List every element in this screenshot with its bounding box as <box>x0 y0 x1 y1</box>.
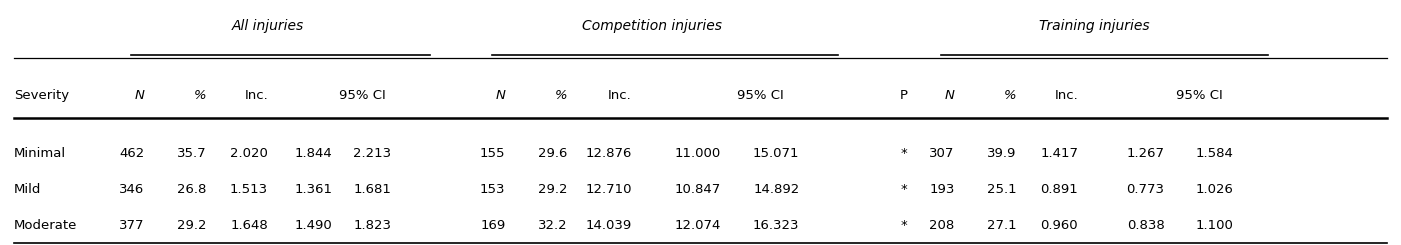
Text: 10.847: 10.847 <box>675 183 722 196</box>
Text: 169: 169 <box>481 219 506 232</box>
Text: N: N <box>134 89 144 102</box>
Text: 193: 193 <box>929 183 954 196</box>
Text: 12.876: 12.876 <box>586 147 632 159</box>
Text: 1.823: 1.823 <box>353 219 392 232</box>
Text: Inc.: Inc. <box>244 89 268 102</box>
Text: Severity: Severity <box>14 89 69 102</box>
Text: 1.648: 1.648 <box>230 219 268 232</box>
Text: Inc.: Inc. <box>608 89 632 102</box>
Text: 0.838: 0.838 <box>1126 219 1164 232</box>
Text: 35.7: 35.7 <box>177 147 206 159</box>
Text: Minimal: Minimal <box>14 147 66 159</box>
Text: 0.960: 0.960 <box>1041 219 1079 232</box>
Text: 346: 346 <box>119 183 144 196</box>
Text: 1.361: 1.361 <box>294 183 332 196</box>
Text: *: * <box>901 147 906 159</box>
Text: 29.2: 29.2 <box>538 183 567 196</box>
Text: Inc.: Inc. <box>1055 89 1079 102</box>
Text: %: % <box>555 89 567 102</box>
Text: 16.323: 16.323 <box>752 219 800 232</box>
Text: *: * <box>901 183 906 196</box>
Text: 155: 155 <box>481 147 506 159</box>
Text: 153: 153 <box>481 183 506 196</box>
Text: 95% CI: 95% CI <box>1175 89 1222 102</box>
Text: 95% CI: 95% CI <box>339 89 385 102</box>
Text: Mild: Mild <box>14 183 42 196</box>
Text: Competition injuries: Competition injuries <box>583 19 723 33</box>
Text: 15.071: 15.071 <box>752 147 800 159</box>
Text: %: % <box>193 89 206 102</box>
Text: 2.213: 2.213 <box>353 147 392 159</box>
Text: *: * <box>901 219 906 232</box>
Text: 1.490: 1.490 <box>294 219 332 232</box>
Text: Moderate: Moderate <box>14 219 77 232</box>
Text: P: P <box>899 89 908 102</box>
Text: All injuries: All injuries <box>233 19 304 33</box>
Text: 307: 307 <box>929 147 954 159</box>
Text: 29.6: 29.6 <box>538 147 567 159</box>
Text: 1.267: 1.267 <box>1126 147 1164 159</box>
Text: 14.892: 14.892 <box>754 183 800 196</box>
Text: 32.2: 32.2 <box>538 219 567 232</box>
Text: 377: 377 <box>119 219 144 232</box>
Text: 12.074: 12.074 <box>675 219 722 232</box>
Text: 1.513: 1.513 <box>230 183 268 196</box>
Text: 27.1: 27.1 <box>986 219 1016 232</box>
Text: 208: 208 <box>929 219 954 232</box>
Text: %: % <box>1003 89 1016 102</box>
Text: 1.844: 1.844 <box>294 147 332 159</box>
Text: 1.417: 1.417 <box>1040 147 1079 159</box>
Text: 0.891: 0.891 <box>1041 183 1079 196</box>
Text: 25.1: 25.1 <box>986 183 1016 196</box>
Text: N: N <box>944 89 954 102</box>
Text: 462: 462 <box>119 147 144 159</box>
Text: 12.710: 12.710 <box>586 183 632 196</box>
Text: 26.8: 26.8 <box>177 183 206 196</box>
Text: 1.584: 1.584 <box>1195 147 1233 159</box>
Text: 11.000: 11.000 <box>675 147 722 159</box>
Text: 1.681: 1.681 <box>353 183 392 196</box>
Text: 1.026: 1.026 <box>1195 183 1233 196</box>
Text: 29.2: 29.2 <box>177 219 206 232</box>
Text: 2.020: 2.020 <box>230 147 268 159</box>
Text: 39.9: 39.9 <box>986 147 1016 159</box>
Text: Training injuries: Training injuries <box>1038 19 1149 33</box>
Text: 0.773: 0.773 <box>1126 183 1164 196</box>
Text: 95% CI: 95% CI <box>737 89 783 102</box>
Text: 1.100: 1.100 <box>1195 219 1233 232</box>
Text: 14.039: 14.039 <box>586 219 632 232</box>
Text: N: N <box>496 89 506 102</box>
